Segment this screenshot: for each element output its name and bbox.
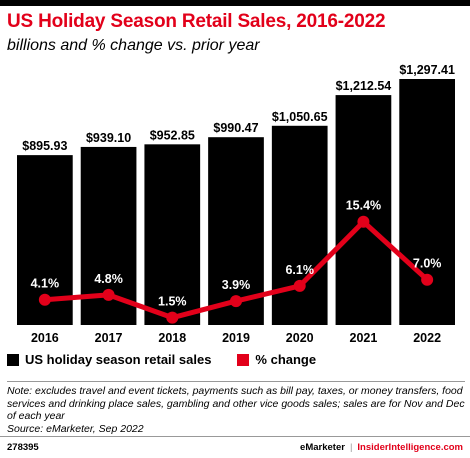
percent-point-2020 bbox=[293, 279, 306, 292]
chart-area: $895.93 2016 $939.10 2017 $952.85 2018 $990.47… bbox=[17, 63, 455, 345]
legend-swatch-change bbox=[237, 353, 250, 366]
legend-item-change: % change bbox=[237, 352, 316, 367]
brand-insider-intelligence: InsiderIntelligence.com bbox=[357, 442, 463, 453]
bar-2018 bbox=[144, 144, 201, 325]
percent-point-2018 bbox=[166, 311, 179, 324]
bar-value-label-2019: $990.47 bbox=[213, 121, 258, 135]
bar-2021 bbox=[335, 95, 392, 325]
x-tick-label-2017: 2017 bbox=[95, 331, 123, 345]
x-tick-label-2018: 2018 bbox=[158, 331, 186, 345]
brand-separator: | bbox=[349, 442, 353, 453]
bar-value-label-2016: $895.93 bbox=[22, 139, 67, 153]
chart-title: US Holiday Season Retail Sales, 2016-202… bbox=[7, 11, 386, 32]
percent-label-2021: 15.4% bbox=[346, 199, 381, 213]
legend-item-sales: US holiday season retail sales bbox=[7, 352, 211, 367]
percent-point-2021 bbox=[357, 215, 370, 228]
legend: US holiday season retail sales % change bbox=[7, 352, 342, 367]
bar-value-label-2022: $1,297.41 bbox=[399, 63, 455, 77]
percent-label-2018: 1.5% bbox=[158, 295, 187, 309]
top-rule bbox=[0, 0, 470, 6]
footer: 278395 eMarketer | InsiderIntelligence.com bbox=[0, 436, 470, 458]
percent-label-2019: 3.9% bbox=[222, 278, 251, 292]
percent-point-2019 bbox=[230, 295, 242, 308]
source-text: Source: eMarketer, Sep 2022 bbox=[7, 422, 144, 435]
note-text: Note: excludes travel and event tickets,… bbox=[7, 385, 465, 422]
chart-id: 278395 bbox=[7, 442, 39, 453]
percent-label-2020: 6.1% bbox=[285, 263, 314, 277]
percent-point-2017 bbox=[102, 288, 115, 301]
bar-value-label-2017: $939.10 bbox=[86, 131, 131, 145]
brand-emarketer: eMarketer bbox=[300, 442, 345, 453]
percent-label-2017: 4.8% bbox=[94, 272, 123, 286]
x-tick-label-2022: 2022 bbox=[413, 331, 441, 345]
x-tick-label-2020: 2020 bbox=[286, 331, 314, 345]
chart-subtitle: billions and % change vs. prior year bbox=[7, 37, 260, 54]
legend-swatch-sales bbox=[7, 353, 19, 366]
x-tick-label-2016: 2016 bbox=[31, 331, 59, 345]
notes: Note: excludes travel and event tickets,… bbox=[7, 381, 465, 435]
percent-label-2022: 7.0% bbox=[413, 257, 442, 271]
bar-2020 bbox=[271, 125, 328, 325]
percent-point-2022 bbox=[421, 273, 434, 286]
legend-label-change: % change bbox=[255, 352, 317, 367]
bar-2019 bbox=[208, 137, 264, 325]
footer-brand: eMarketer | InsiderIntelligence.com bbox=[300, 442, 463, 453]
bar-2022 bbox=[399, 79, 455, 325]
x-tick-label-2019: 2019 bbox=[222, 331, 250, 345]
percent-label-2016: 4.1% bbox=[31, 277, 60, 291]
bar-value-label-2021: $1,212.54 bbox=[336, 79, 392, 93]
x-tick-label-2021: 2021 bbox=[350, 331, 378, 345]
bar-value-label-2018: $952.85 bbox=[150, 128, 195, 142]
legend-label-sales: US holiday season retail sales bbox=[25, 352, 212, 367]
bar-value-label-2020: $1,050.65 bbox=[272, 110, 328, 124]
percent-point-2016 bbox=[38, 293, 51, 306]
